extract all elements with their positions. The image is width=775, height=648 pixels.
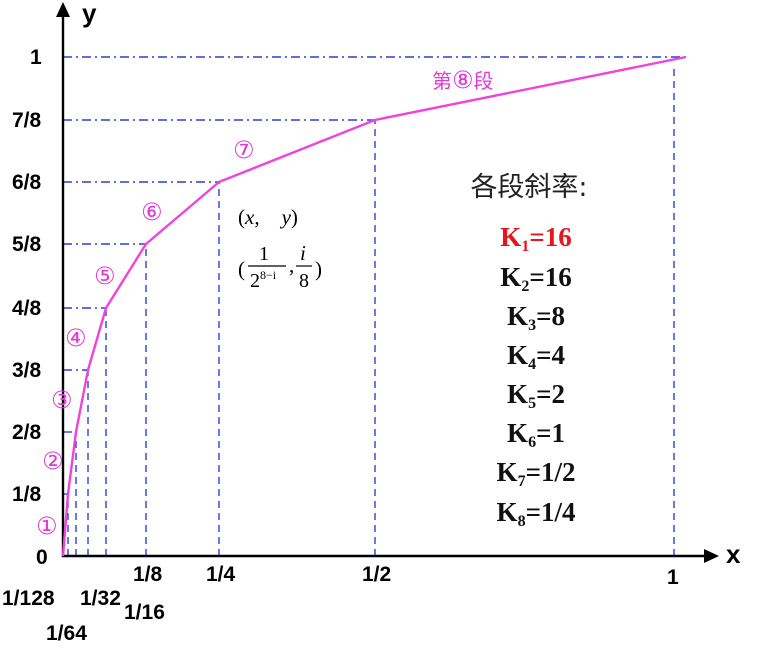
formula-y-numerator: i	[300, 241, 306, 265]
origin-label: 0	[36, 546, 48, 569]
slope-k7: K7=1/2	[497, 457, 576, 490]
formula-open-paren: (	[238, 257, 245, 281]
x-tick-label: 1/64	[46, 622, 87, 645]
horizontal-guides	[63, 56, 686, 495]
segment-label-4: ④	[65, 324, 87, 352]
x-tick-label: 1	[667, 566, 679, 589]
slope-k8: K8=1/4	[497, 497, 576, 530]
companding-curve	[61, 55, 687, 557]
x-axis-label: x	[726, 539, 741, 569]
coordinate-formula: (x, y) ( 1 28−i , i 8 )	[238, 205, 322, 292]
y-tick-label: 1/8	[12, 483, 42, 506]
x-tick-label: 1/128	[2, 587, 55, 610]
y-tick-label: 5/8	[12, 233, 42, 256]
segment-label-8: 第⑧段	[432, 66, 494, 94]
formula-x-denominator: 28−i	[250, 268, 277, 292]
segment-label-2: ②	[42, 447, 64, 475]
y-axis-label: y	[82, 0, 97, 28]
slope-k5: K5=2	[507, 379, 565, 412]
segment-label-6: ⑥	[141, 198, 163, 226]
formula-y-denominator: 8	[299, 270, 309, 292]
y-tick-labels: 1 7/8 6/8 5/8 4/8 3/8 2/8 1/8 0	[12, 46, 48, 569]
slopes-title: 各段斜率:	[470, 172, 587, 203]
formula-xy-line: (x, y)	[238, 205, 298, 229]
slope-k6: K6=1	[507, 418, 565, 451]
y-tick-label: 4/8	[12, 297, 42, 320]
segment-label-7: ⑦	[233, 136, 255, 164]
x-tick-label: 1/16	[124, 601, 165, 624]
x-axis-arrow-icon	[704, 549, 719, 563]
axes	[61, 16, 708, 558]
x-tick-labels: 1/128 1/64 1/32 1/16 1/8 1/4 1/2 1	[2, 563, 679, 645]
segment-label-1: ①	[36, 512, 58, 540]
y-tick-label: 7/8	[12, 109, 42, 132]
x-tick-label: 1/32	[80, 587, 121, 610]
formula-comma: ,	[289, 253, 294, 277]
slope-k1: K1=16	[500, 222, 571, 255]
segment-label-5: ⑤	[94, 262, 116, 290]
y-tick-label: 6/8	[12, 171, 42, 194]
segment-label-3: ③	[51, 386, 73, 414]
formula-x-numerator: 1	[259, 243, 269, 265]
y-tick-label: 3/8	[12, 359, 42, 382]
vertical-guides	[67, 64, 675, 556]
y-tick-label: 1	[30, 46, 42, 69]
formula-close-paren: )	[315, 257, 322, 281]
y-axis-arrow-icon	[56, 2, 70, 17]
slope-k4: K4=4	[507, 340, 565, 373]
slope-k3: K3=8	[507, 301, 565, 334]
x-tick-label: 1/8	[133, 563, 163, 586]
x-tick-label: 1/4	[206, 563, 236, 586]
slopes-panel: 各段斜率: K1=16 K2=16 K3=8 K4=4 K5=2 K6=1 K7…	[470, 172, 587, 530]
segment-labels: ① ② ③ ④ ⑤ ⑥ ⑦ 第⑧段	[36, 66, 494, 540]
slope-k2: K2=16	[500, 262, 571, 295]
x-tick-label: 1/2	[362, 563, 391, 586]
y-tick-label: 2/8	[12, 421, 42, 444]
